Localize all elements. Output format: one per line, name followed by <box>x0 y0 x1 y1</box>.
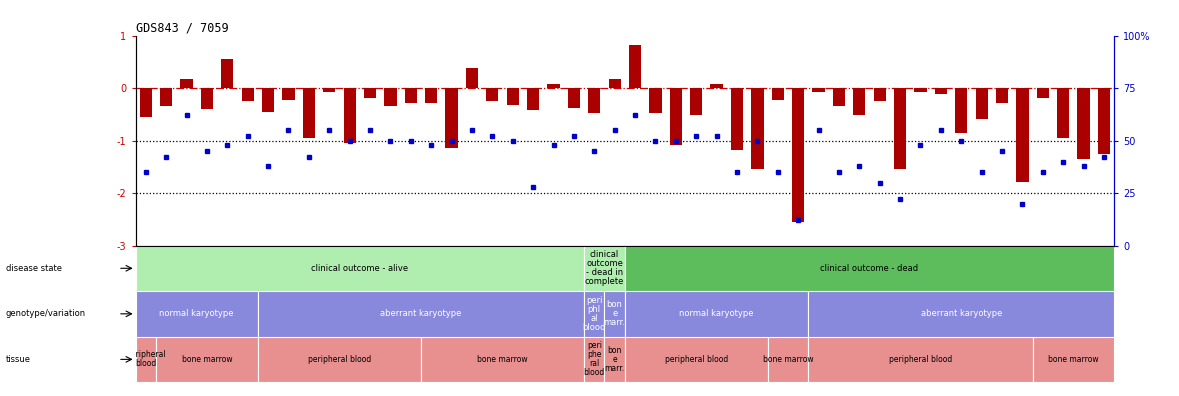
Bar <box>915 88 927 92</box>
Text: tissue: tissue <box>6 355 31 364</box>
Bar <box>136 291 258 337</box>
Bar <box>584 291 605 337</box>
Bar <box>1058 88 1069 138</box>
Bar <box>258 291 584 337</box>
Bar <box>605 291 625 337</box>
Bar <box>588 88 600 113</box>
Bar <box>625 246 1114 291</box>
Bar <box>258 337 421 382</box>
Bar <box>262 88 275 112</box>
Bar <box>711 84 723 88</box>
Bar <box>323 88 335 92</box>
Bar <box>421 337 584 382</box>
Bar <box>527 88 539 110</box>
Bar <box>426 88 437 103</box>
Bar <box>874 88 885 101</box>
Text: bon
e
marr.: bon e marr. <box>605 346 625 373</box>
Bar <box>809 337 1033 382</box>
Bar <box>1036 88 1049 97</box>
Text: normal karyotype: normal karyotype <box>679 309 753 318</box>
Bar <box>136 337 156 382</box>
Bar <box>242 88 253 101</box>
Bar <box>384 88 396 107</box>
Bar <box>446 88 457 148</box>
Bar <box>670 88 681 145</box>
Bar <box>771 88 784 100</box>
Bar <box>404 88 417 103</box>
Bar <box>200 88 213 109</box>
Bar <box>1016 88 1028 181</box>
Bar <box>996 88 1008 103</box>
Bar <box>466 68 479 88</box>
Bar <box>343 88 356 143</box>
Bar <box>625 291 809 337</box>
Bar <box>832 88 845 107</box>
Text: peripheral blood: peripheral blood <box>308 355 371 364</box>
Bar <box>222 59 233 88</box>
Bar <box>975 88 988 118</box>
Bar <box>1078 88 1089 159</box>
Bar <box>156 337 258 382</box>
Text: normal karyotype: normal karyotype <box>159 309 233 318</box>
Bar <box>935 88 947 94</box>
Bar <box>160 88 172 107</box>
Bar <box>139 88 152 117</box>
Bar <box>768 337 809 382</box>
Bar <box>812 88 824 92</box>
Bar <box>364 88 376 97</box>
Bar <box>1033 337 1114 382</box>
Bar <box>568 88 580 108</box>
Text: genotype/variation: genotype/variation <box>6 309 86 318</box>
Text: clinical
outcome
- dead in
complete: clinical outcome - dead in complete <box>585 250 624 286</box>
Bar <box>608 79 621 88</box>
Bar <box>547 84 560 88</box>
Text: bon
e
marr.: bon e marr. <box>604 300 626 327</box>
Text: GDS843 / 7059: GDS843 / 7059 <box>136 21 229 34</box>
Text: peripheral blood: peripheral blood <box>889 355 953 364</box>
Text: peripheral
blood: peripheral blood <box>126 350 165 368</box>
Bar <box>792 88 804 222</box>
Bar <box>486 88 499 101</box>
Bar <box>854 88 865 115</box>
Bar <box>955 88 967 133</box>
Bar <box>650 88 661 113</box>
Text: bone marrow: bone marrow <box>763 355 814 364</box>
Bar <box>1098 88 1111 154</box>
Text: clinical outcome - alive: clinical outcome - alive <box>311 264 408 273</box>
Bar <box>303 88 315 138</box>
Bar <box>690 88 703 115</box>
Bar <box>136 246 584 291</box>
Text: bone marrow: bone marrow <box>182 355 232 364</box>
Text: aberrant karyotype: aberrant karyotype <box>381 309 462 318</box>
Bar <box>605 337 625 382</box>
Text: peripheral blood: peripheral blood <box>665 355 727 364</box>
Bar <box>628 45 641 88</box>
Text: aberrant karyotype: aberrant karyotype <box>921 309 1002 318</box>
Bar <box>507 88 519 105</box>
Bar <box>584 246 625 291</box>
Bar <box>894 88 907 169</box>
Bar <box>283 88 295 100</box>
Bar <box>809 291 1114 337</box>
Text: peri
phe
ral
blood: peri phe ral blood <box>584 341 605 377</box>
Bar <box>751 88 764 169</box>
Text: peri
phl
al
blood: peri phl al blood <box>582 296 606 332</box>
Text: disease state: disease state <box>6 264 61 273</box>
Text: bone marrow: bone marrow <box>1048 355 1099 364</box>
Text: clinical outcome - dead: clinical outcome - dead <box>821 264 918 273</box>
Bar <box>625 337 768 382</box>
Text: bone marrow: bone marrow <box>477 355 528 364</box>
Bar <box>180 79 192 88</box>
Bar <box>584 337 605 382</box>
Bar <box>731 88 743 150</box>
